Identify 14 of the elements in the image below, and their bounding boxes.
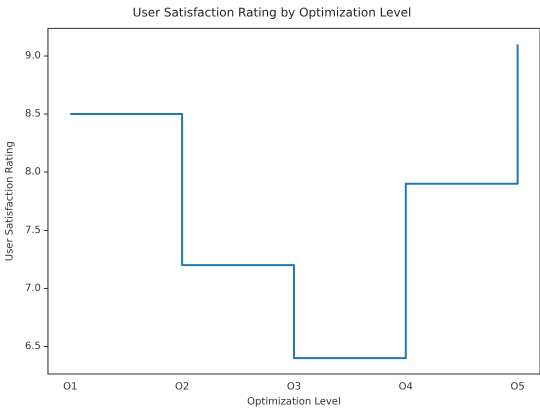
y-tick-label: 9.0 xyxy=(24,50,41,62)
y-tick-label: 8.0 xyxy=(24,166,41,178)
y-axis-title: User Satisfaction Rating xyxy=(4,141,16,262)
x-tick-label: O4 xyxy=(398,382,413,393)
y-tick-label: 7.5 xyxy=(24,224,41,236)
x-axis-title: Optimization Level xyxy=(247,396,341,408)
y-tick-label: 6.5 xyxy=(24,341,41,352)
x-tick-label: O5 xyxy=(510,382,525,393)
x-tick-label: O3 xyxy=(286,382,302,393)
x-tick-label: O2 xyxy=(174,382,190,393)
y-tick-label: 8.5 xyxy=(24,108,41,120)
y-tick-label: 7.0 xyxy=(24,282,41,294)
x-tick-label: O1 xyxy=(63,382,78,393)
chart-title: User Satisfaction Rating by Optimization Level xyxy=(132,5,412,20)
